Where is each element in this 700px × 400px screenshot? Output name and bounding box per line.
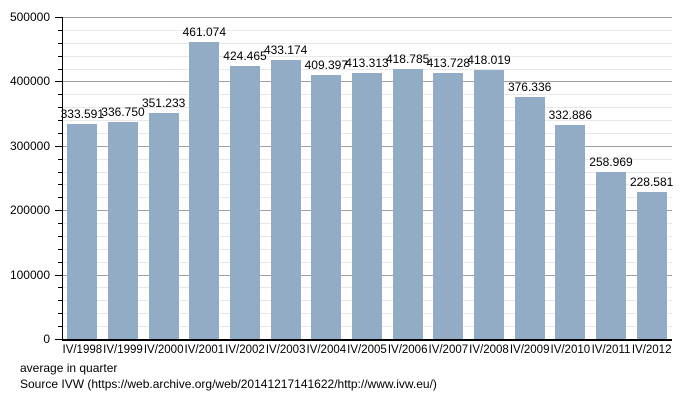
x-tick-label: IV/2007: [428, 344, 469, 356]
bar-value-label: 433.174: [263, 43, 308, 58]
y-axis-minor-tick: [58, 29, 62, 31]
bar: [596, 172, 626, 339]
major-gridline: [62, 17, 672, 18]
footer-note: average in quarter: [20, 361, 118, 375]
x-tick-label: IV/1999: [103, 344, 143, 356]
bar: [230, 65, 260, 339]
bar: [352, 72, 382, 339]
bar-value-label: 461.074: [182, 25, 227, 40]
bar-value-label: 258.969: [589, 155, 633, 170]
bar: [270, 60, 301, 339]
y-tick-label: 100000: [9, 267, 50, 282]
y-axis-minor-tick: [58, 248, 62, 250]
y-axis-minor-tick: [58, 55, 62, 57]
x-tick-label: IV/2010: [550, 344, 591, 356]
x-tick-label: IV/2004: [306, 344, 347, 356]
bar-value-label: 351.233: [141, 95, 186, 110]
bar-value-label: 413.728: [426, 55, 471, 70]
minor-gridline: [62, 55, 672, 57]
bar-value-label: 332.886: [548, 107, 593, 122]
bar-value-label: 418.785: [385, 52, 430, 67]
x-tick-label: IV/1998: [62, 344, 103, 356]
x-tick-label: IV/2008: [469, 344, 509, 356]
y-axis-minor-tick: [58, 300, 62, 302]
x-tick-label: IV/2002: [225, 344, 265, 356]
bar: [67, 124, 98, 339]
bar: [108, 122, 138, 339]
y-axis-minor-tick: [58, 42, 62, 44]
bar: [555, 124, 586, 339]
bar-value-label: 418.019: [467, 52, 511, 67]
y-axis-minor-tick: [58, 184, 62, 186]
bar-value-label: 424.465: [223, 48, 267, 63]
bar-value-label: 228.581: [629, 174, 674, 189]
y-axis-minor-tick: [58, 223, 62, 225]
bar-value-label: 409.397: [304, 58, 349, 73]
y-tick-label: 400000: [9, 74, 50, 89]
y-axis-minor-tick: [58, 197, 62, 199]
minor-gridline: [62, 68, 672, 70]
chart-footer: average in quarter Source IVW (https://w…: [20, 361, 437, 392]
bar: [636, 191, 667, 339]
y-axis-minor-tick: [58, 94, 62, 96]
y-axis-minor-tick: [58, 287, 62, 289]
bar: [474, 69, 504, 339]
bar-value-label: 413.313: [345, 55, 389, 70]
x-tick-label: IV/2006: [387, 344, 428, 356]
bar: [392, 69, 423, 339]
y-tick-label: 300000: [9, 138, 50, 153]
y-axis-major-tick: [55, 17, 62, 18]
x-tick-label: IV/2000: [143, 344, 184, 356]
bar: [311, 75, 342, 339]
y-axis-major-tick: [55, 145, 62, 147]
y-tick-label: 0: [43, 332, 50, 346]
y-axis-minor-tick: [58, 120, 62, 122]
x-tick-label: IV/2009: [509, 344, 550, 356]
bar: [433, 72, 464, 339]
minor-gridline: [62, 42, 672, 44]
x-tick-label: IV/2011: [591, 344, 631, 356]
y-axis-minor-tick: [58, 171, 62, 173]
y-axis-major-tick: [55, 339, 62, 340]
bar: [148, 112, 179, 339]
y-axis-minor-tick: [58, 107, 62, 109]
y-axis-minor-tick: [58, 313, 62, 315]
minor-gridline: [62, 29, 672, 31]
y-tick-label: 500000: [9, 10, 50, 24]
y-axis-minor-tick: [58, 261, 62, 263]
x-axis-line: [62, 339, 672, 341]
y-axis-major-tick: [55, 81, 62, 83]
y-axis-minor-tick: [58, 132, 62, 134]
bar-value-label: 336.750: [101, 105, 145, 120]
bar-value-label: 376.336: [507, 79, 552, 94]
x-tick-label: IV/2012: [631, 344, 672, 356]
y-tick-label: 200000: [9, 203, 50, 218]
x-tick-label: IV/2001: [184, 344, 225, 356]
y-axis-minor-tick: [58, 68, 62, 70]
footer-source: Source IVW (https://web.archive.org/web/…: [20, 376, 437, 391]
y-axis-line: [62, 17, 63, 341]
bar: [189, 42, 220, 339]
x-tick-label: IV/2005: [347, 344, 387, 356]
bar-value-label: 333.591: [60, 107, 105, 122]
bar: [514, 96, 545, 339]
x-tick-label: IV/2003: [265, 344, 306, 356]
y-axis-minor-tick: [58, 235, 62, 237]
y-axis-minor-tick: [58, 158, 62, 160]
y-axis-major-tick: [55, 274, 62, 276]
y-axis-minor-tick: [58, 326, 62, 328]
y-axis-major-tick: [55, 210, 62, 212]
